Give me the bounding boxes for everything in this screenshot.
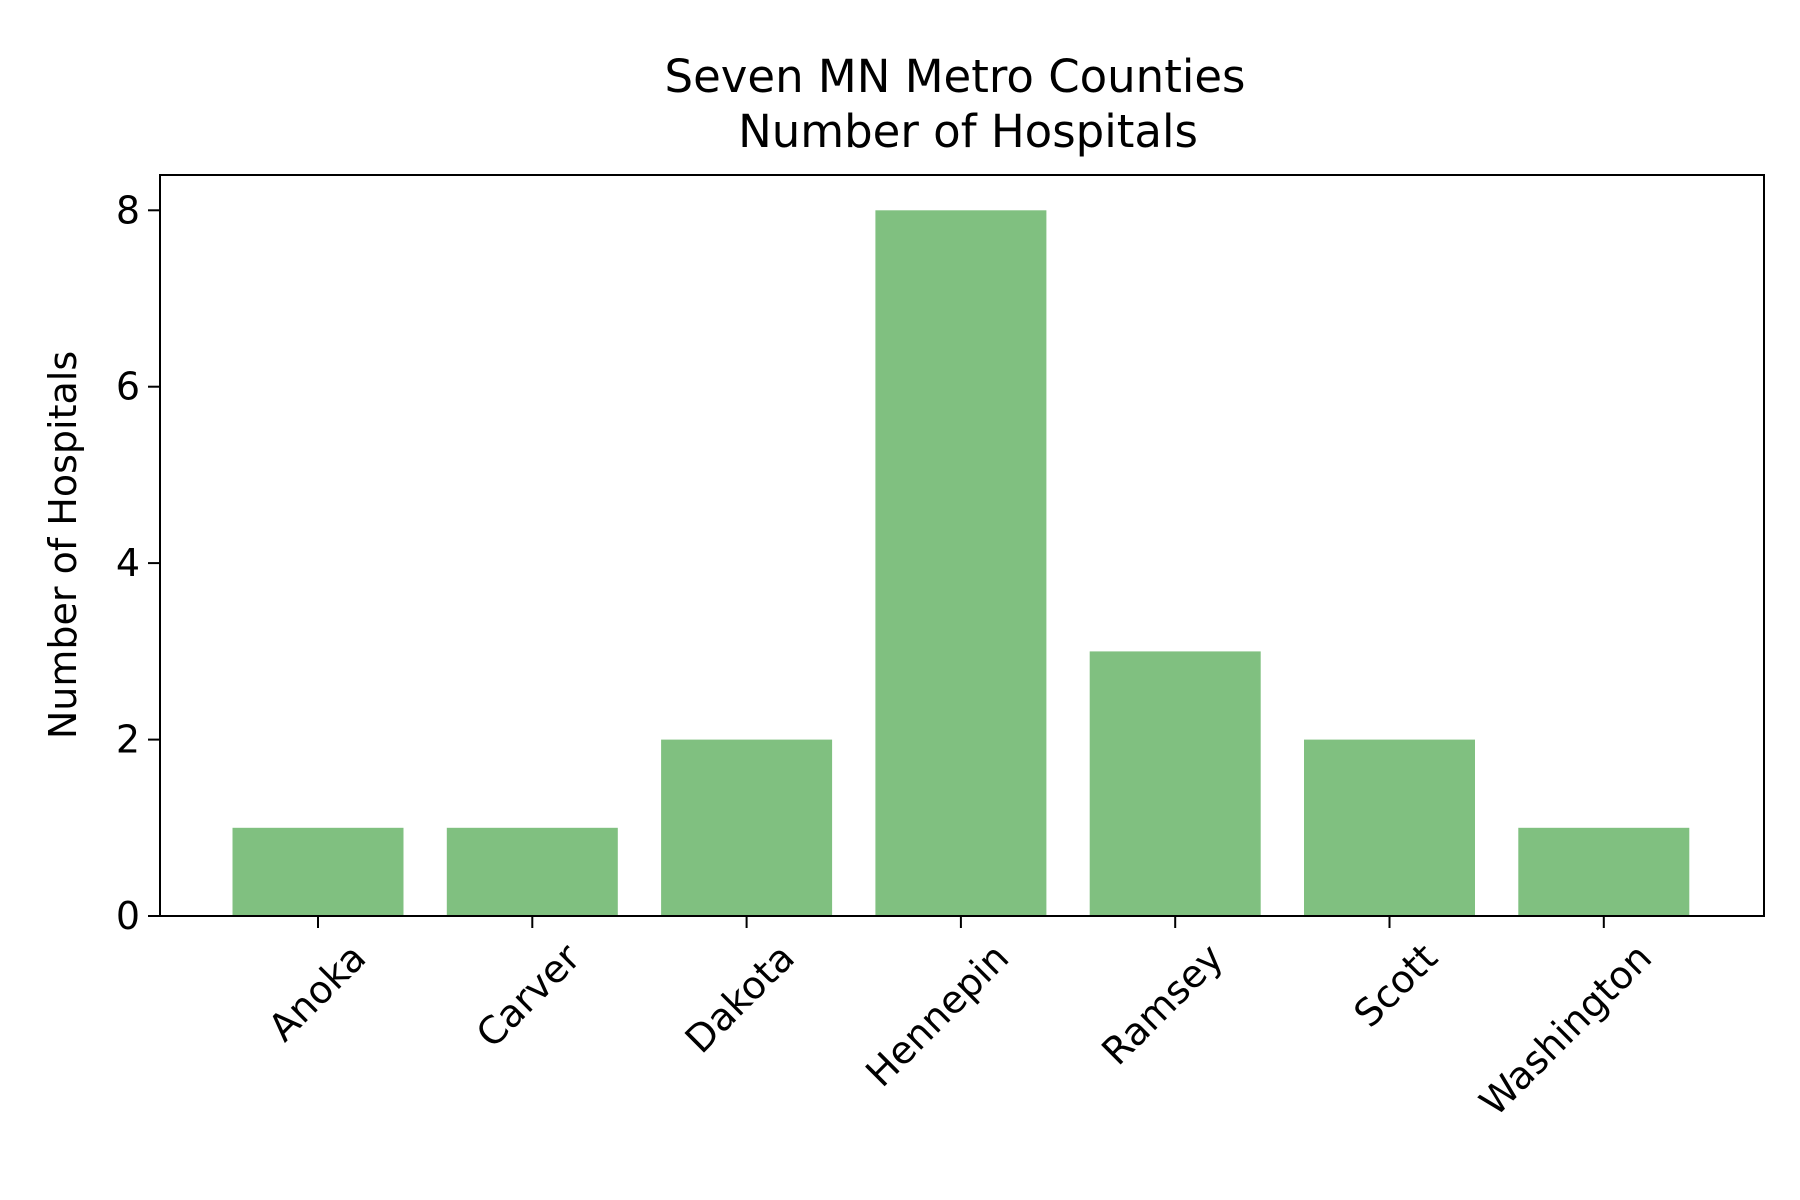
y-tick-label-4: 4 [116, 541, 140, 585]
y-tick-label-2: 2 [116, 718, 140, 762]
bar-scott [1304, 739, 1475, 916]
bar-carver [446, 827, 618, 916]
bar-ramsey [1089, 651, 1261, 916]
bar-hennepin [875, 210, 1047, 917]
bar-washington [1518, 827, 1690, 916]
chart-title-line-1: Seven MN Metro Counties [665, 50, 1246, 103]
y-axis-label: Number of Hospitals [41, 351, 85, 739]
bar-dakota [661, 739, 833, 916]
y-axis-ticks: 0 2 4 6 8 [116, 188, 160, 938]
bars-group [232, 210, 1690, 917]
y-tick-label-8: 8 [116, 188, 140, 232]
chart-title-line-2: Number of Hospitals [738, 105, 1198, 158]
y-tick-label-6: 6 [116, 365, 140, 409]
y-tick-label-0: 0 [116, 894, 140, 938]
bar-anoka [232, 827, 404, 916]
plot-area-frame [159, 174, 1765, 917]
